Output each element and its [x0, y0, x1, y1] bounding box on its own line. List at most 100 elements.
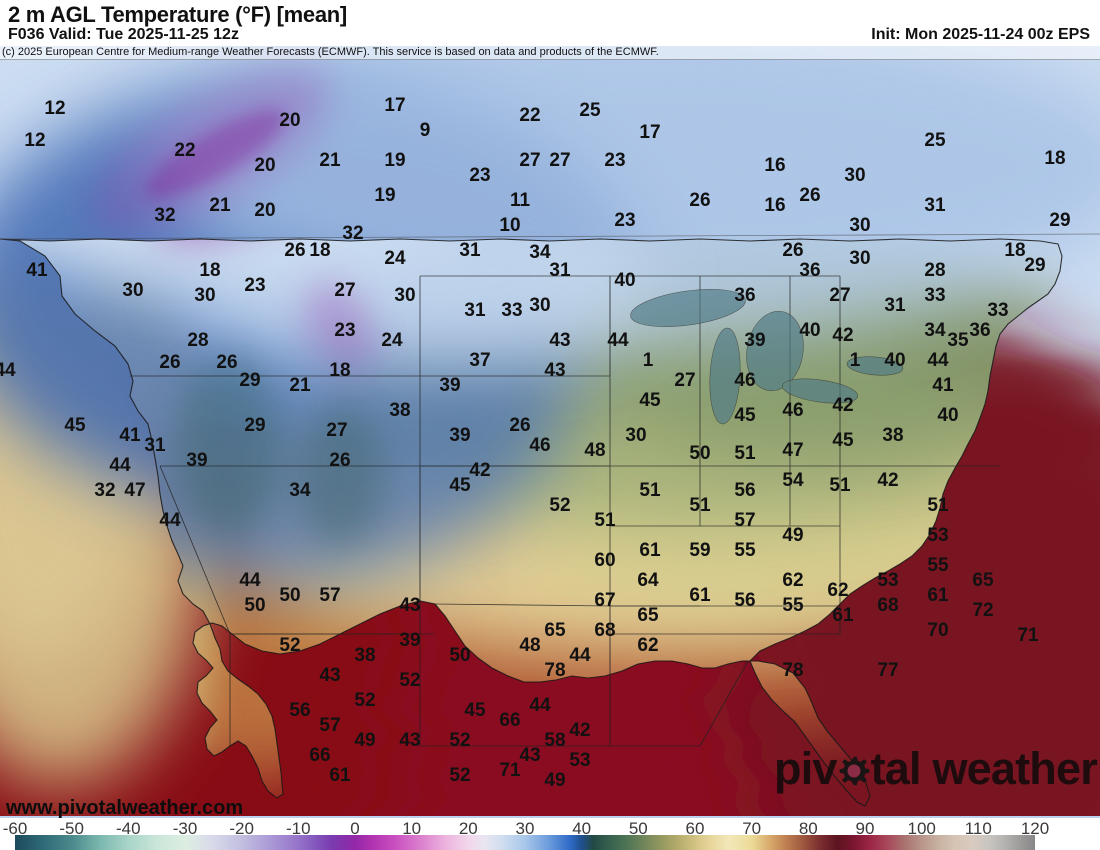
svg-text:24: 24: [381, 330, 403, 351]
svg-text:33: 33: [501, 300, 522, 321]
svg-text:16: 16: [764, 155, 785, 176]
svg-text:68: 68: [594, 620, 615, 641]
svg-text:10: 10: [499, 215, 520, 236]
svg-text:21: 21: [209, 195, 231, 216]
svg-text:78: 78: [544, 660, 565, 681]
svg-text:30: 30: [529, 295, 550, 316]
svg-text:51: 51: [594, 510, 616, 531]
svg-text:59: 59: [689, 540, 710, 561]
svg-text:46: 46: [529, 435, 550, 456]
svg-text:64: 64: [637, 570, 659, 591]
svg-text:44: 44: [239, 570, 261, 591]
svg-text:43: 43: [519, 745, 540, 766]
svg-text:20: 20: [254, 200, 275, 221]
svg-text:30: 30: [844, 165, 865, 186]
svg-text:47: 47: [124, 480, 145, 501]
svg-text:18: 18: [329, 360, 350, 381]
svg-text:51: 51: [689, 495, 711, 516]
svg-text:33: 33: [924, 285, 945, 306]
svg-text:26: 26: [284, 240, 305, 261]
svg-text:53: 53: [569, 750, 590, 771]
svg-text:39: 39: [399, 630, 420, 651]
svg-text:71: 71: [1017, 625, 1039, 646]
svg-text:22: 22: [174, 140, 195, 161]
svg-text:25: 25: [924, 130, 946, 151]
svg-text:27: 27: [674, 370, 695, 391]
svg-text:62: 62: [782, 570, 803, 591]
svg-text:32: 32: [342, 223, 363, 244]
svg-text:45: 45: [734, 405, 756, 426]
svg-text:42: 42: [469, 460, 490, 481]
svg-text:23: 23: [334, 320, 355, 341]
svg-text:52: 52: [449, 765, 470, 786]
svg-text:34: 34: [924, 320, 946, 341]
svg-text:38: 38: [882, 425, 903, 446]
svg-text:52: 52: [449, 730, 470, 751]
svg-text:61: 61: [689, 585, 711, 606]
svg-text:38: 38: [389, 400, 410, 421]
svg-text:26: 26: [799, 185, 820, 206]
svg-text:31: 31: [459, 240, 481, 261]
svg-text:72: 72: [972, 600, 993, 621]
svg-text:52: 52: [354, 690, 375, 711]
svg-text:44: 44: [607, 330, 629, 351]
svg-text:52: 52: [399, 670, 420, 691]
svg-text:50: 50: [449, 645, 470, 666]
svg-text:31: 31: [924, 195, 946, 216]
svg-text:30: 30: [394, 285, 415, 306]
svg-text:28: 28: [924, 260, 945, 281]
svg-text:56: 56: [734, 480, 755, 501]
svg-text:43: 43: [549, 330, 570, 351]
svg-text:49: 49: [782, 525, 803, 546]
svg-text:26: 26: [159, 352, 180, 373]
svg-text:29: 29: [1049, 210, 1070, 231]
svg-text:42: 42: [877, 470, 898, 491]
svg-text:34: 34: [529, 242, 551, 263]
svg-text:36: 36: [734, 285, 755, 306]
svg-text:32: 32: [94, 480, 115, 501]
svg-text:35: 35: [947, 330, 969, 351]
svg-text:27: 27: [326, 420, 347, 441]
svg-text:20: 20: [279, 110, 300, 131]
svg-text:49: 49: [354, 730, 375, 751]
svg-text:44: 44: [0, 360, 16, 381]
svg-text:9: 9: [420, 120, 431, 141]
svg-text:66: 66: [499, 710, 520, 731]
svg-text:38: 38: [354, 645, 375, 666]
svg-text:12: 12: [44, 98, 65, 119]
svg-text:62: 62: [637, 635, 658, 656]
svg-text:53: 53: [877, 570, 898, 591]
svg-text:61: 61: [927, 585, 949, 606]
svg-text:60: 60: [594, 550, 615, 571]
svg-text:55: 55: [734, 540, 756, 561]
svg-text:44: 44: [159, 510, 181, 531]
svg-text:16: 16: [764, 195, 785, 216]
svg-text:68: 68: [877, 595, 898, 616]
svg-text:1: 1: [850, 350, 861, 371]
svg-text:57: 57: [319, 585, 340, 606]
svg-text:30: 30: [849, 215, 870, 236]
svg-text:45: 45: [64, 415, 86, 436]
svg-text:17: 17: [639, 122, 660, 143]
svg-text:29: 29: [1024, 255, 1045, 276]
svg-text:45: 45: [464, 700, 486, 721]
svg-text:18: 18: [1004, 240, 1025, 261]
svg-text:46: 46: [782, 400, 803, 421]
svg-text:34: 34: [289, 480, 311, 501]
svg-text:23: 23: [244, 275, 265, 296]
svg-text:23: 23: [469, 165, 490, 186]
svg-text:66: 66: [309, 745, 330, 766]
svg-text:51: 51: [734, 443, 756, 464]
svg-text:22: 22: [519, 105, 540, 126]
svg-text:43: 43: [399, 730, 420, 751]
svg-text:56: 56: [289, 700, 310, 721]
svg-text:48: 48: [519, 635, 540, 656]
svg-text:31: 31: [144, 435, 166, 456]
svg-text:45: 45: [449, 475, 471, 496]
svg-text:21: 21: [289, 375, 311, 396]
svg-text:65: 65: [972, 570, 994, 591]
svg-text:44: 44: [927, 350, 949, 371]
svg-text:26: 26: [689, 190, 710, 211]
svg-text:40: 40: [614, 270, 635, 291]
svg-text:28: 28: [187, 330, 208, 351]
